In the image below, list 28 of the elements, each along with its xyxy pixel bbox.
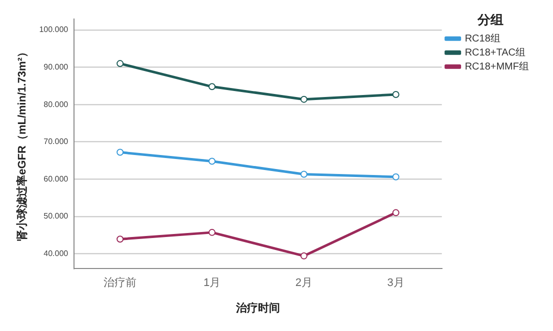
point: [392, 90, 400, 98]
y-tick-label: 100.000: [39, 25, 69, 34]
x-tick-label: 治疗前: [104, 276, 137, 290]
y-axis-title: 肾小球滤过率eGFR（mL/min/1.73m²）: [16, 46, 29, 241]
legend-label: RC18组: [464, 32, 500, 44]
x-tick-label: 3月: [387, 277, 404, 290]
x-tick-label: 2月: [295, 277, 312, 290]
y-tick-label: 50.000: [44, 212, 69, 221]
point: [208, 158, 216, 165]
point: [116, 148, 124, 156]
point: [392, 209, 400, 216]
point: [208, 83, 216, 90]
y-tick-label: 80.000: [44, 100, 69, 109]
y-tick-label: 90.000: [44, 62, 69, 72]
y-tick-label: 40.000: [44, 248, 69, 258]
point: [300, 96, 308, 103]
legend-label: RC18+MMF组: [464, 60, 530, 72]
x-tick-label: 1月: [203, 277, 221, 290]
point: [392, 173, 400, 180]
legend-label: RC18+TAC组: [464, 46, 526, 58]
point: [300, 170, 308, 178]
point: [116, 60, 124, 68]
y-tick-label: 60.000: [44, 174, 69, 184]
point: [116, 236, 124, 243]
y-tick-label: 70.000: [44, 137, 69, 146]
point: [208, 228, 216, 236]
point: [300, 252, 308, 260]
x-axis-title: 治疗时间: [234, 301, 280, 314]
